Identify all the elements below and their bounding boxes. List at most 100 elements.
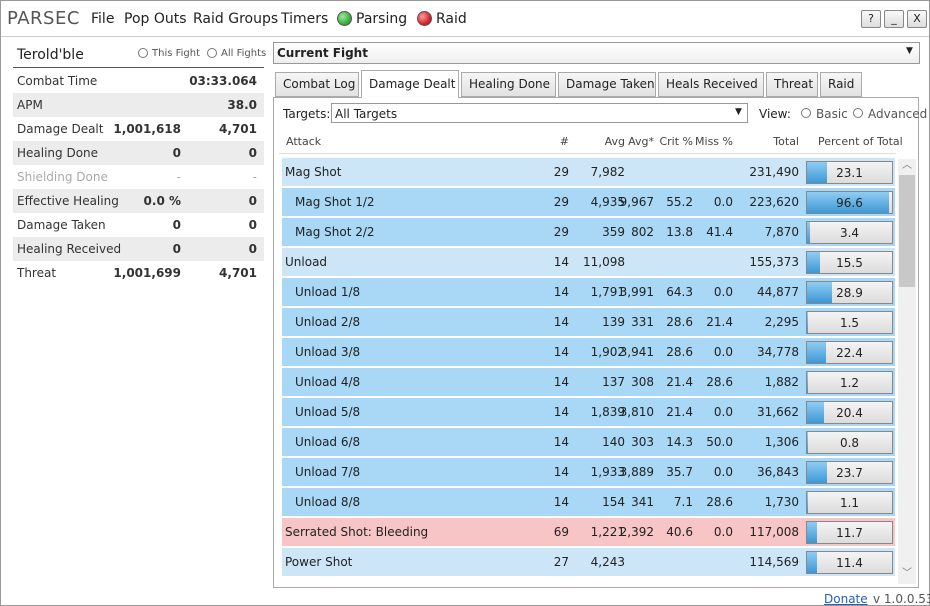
window-button[interactable]: X (907, 10, 927, 28)
percent-fill (807, 192, 890, 213)
menu-item[interactable]: Timers (281, 11, 329, 27)
targets-value[interactable]: All Targets (335, 107, 398, 121)
tab[interactable] (275, 72, 359, 97)
tab-label[interactable]: Heals Received (666, 77, 758, 91)
menu-item[interactable]: Pop Outs (124, 11, 187, 27)
percent-fill (807, 162, 827, 183)
cell-count: 14 (553, 495, 569, 509)
menu-item[interactable]: File (91, 11, 115, 27)
raid-icon (417, 11, 432, 26)
percent-box (806, 371, 893, 394)
table-row[interactable] (282, 398, 895, 426)
tab-label[interactable]: Healing Done (469, 77, 551, 91)
cell-avg: 7,982 (590, 165, 625, 179)
cell-avg-star: 341 (631, 495, 654, 509)
cell-miss: 0.0 (713, 525, 733, 539)
cell-crit: 35.7 (666, 465, 693, 479)
table-row[interactable] (282, 278, 895, 306)
table-row[interactable] (282, 188, 895, 216)
radio-label[interactable]: Basic (816, 107, 848, 121)
tab-label[interactable]: Damage Taken (566, 77, 655, 91)
stat-label: Healing Received (17, 242, 122, 256)
cell-miss: 0.0 (713, 465, 733, 479)
stat-total: 0 (172, 242, 181, 256)
table-row[interactable] (282, 158, 895, 186)
stat-row-bg (13, 189, 264, 213)
radio[interactable] (801, 108, 811, 118)
scroll-up[interactable]: ︿ (902, 160, 912, 171)
tab-panel (273, 97, 919, 588)
attack-name: Mag Shot (285, 165, 342, 179)
table-row[interactable] (282, 458, 895, 486)
radio-label[interactable]: All Fights (221, 48, 267, 59)
tab[interactable] (361, 70, 459, 98)
cell-miss: 28.6 (706, 375, 733, 389)
table-row[interactable] (282, 338, 895, 366)
tab[interactable] (766, 72, 818, 97)
table-row[interactable] (282, 218, 895, 246)
cell-count: 14 (553, 435, 569, 449)
status-label[interactable]: Raid (436, 11, 467, 27)
header-line (279, 153, 896, 154)
scroll-thumb[interactable] (899, 175, 915, 287)
tab[interactable] (558, 72, 656, 97)
column-header: Miss % (695, 135, 733, 148)
donate-link[interactable]: Donate (824, 592, 868, 606)
tab-label[interactable]: Raid (828, 77, 855, 91)
fight-select[interactable] (273, 42, 920, 64)
cell-avg: 359 (602, 225, 625, 239)
cell-avg-star: 9,967 (619, 195, 654, 209)
column-header: # (559, 135, 569, 148)
stat-rate: 03:33.064 (189, 74, 257, 88)
stat-rate: 38.0 (227, 98, 257, 112)
tab[interactable] (461, 72, 556, 97)
cell-total: 231,490 (749, 165, 799, 179)
cell-crit: 21.4 (666, 375, 693, 389)
cell-count: 29 (553, 165, 569, 179)
table-row[interactable] (282, 548, 895, 576)
attack-name: Mag Shot 1/2 (295, 195, 375, 209)
menu-item[interactable]: Raid Groups (193, 11, 279, 27)
radio-label[interactable]: Advanced (868, 107, 928, 121)
fight-value[interactable]: Current Fight (277, 46, 368, 60)
percent-value: 11.4 (836, 556, 863, 570)
cell-avg: 137 (602, 375, 625, 389)
cell-avg: 1,791 (590, 285, 625, 299)
tab[interactable] (820, 72, 862, 97)
cell-total: 7,870 (764, 225, 799, 239)
table-row[interactable] (282, 428, 895, 456)
tab-label[interactable]: Threat (774, 77, 814, 91)
stat-label: Shielding Done (17, 170, 108, 184)
table-row[interactable] (282, 518, 895, 546)
tab[interactable] (658, 72, 764, 97)
tab-label[interactable]: Damage Dealt (369, 77, 456, 91)
window-button[interactable]: ? (861, 10, 881, 28)
dropdown-arrow[interactable]: ▼ (735, 107, 742, 117)
radio[interactable] (853, 108, 863, 118)
status-label[interactable]: Parsing (356, 11, 408, 27)
table-row[interactable] (282, 368, 895, 396)
cell-avg-star: 2,392 (619, 525, 654, 539)
dropdown-arrow[interactable]: ▼ (906, 46, 913, 56)
cell-count: 14 (553, 345, 569, 359)
cell-count: 14 (553, 405, 569, 419)
cell-miss: 50.0 (706, 435, 733, 449)
cell-total: 1,730 (764, 495, 799, 509)
table-row[interactable] (282, 248, 895, 276)
percent-box (806, 161, 893, 184)
scroll-down[interactable]: ﹀ (902, 568, 912, 579)
cell-count: 14 (553, 465, 569, 479)
window-button[interactable]: _ (884, 10, 904, 28)
percent-value: 23.7 (836, 466, 863, 480)
stat-label: APM (17, 98, 43, 112)
attack-name: Unload 2/8 (295, 315, 361, 329)
targets-select[interactable] (331, 103, 748, 123)
radio[interactable] (138, 48, 148, 58)
radio[interactable] (207, 48, 217, 58)
table-row[interactable] (282, 308, 895, 336)
table-row[interactable] (282, 488, 895, 516)
tab-label[interactable]: Combat Log (283, 77, 356, 91)
radio-label[interactable]: This Fight (152, 48, 201, 59)
cell-total: 1,306 (764, 435, 799, 449)
percent-box (806, 251, 893, 274)
